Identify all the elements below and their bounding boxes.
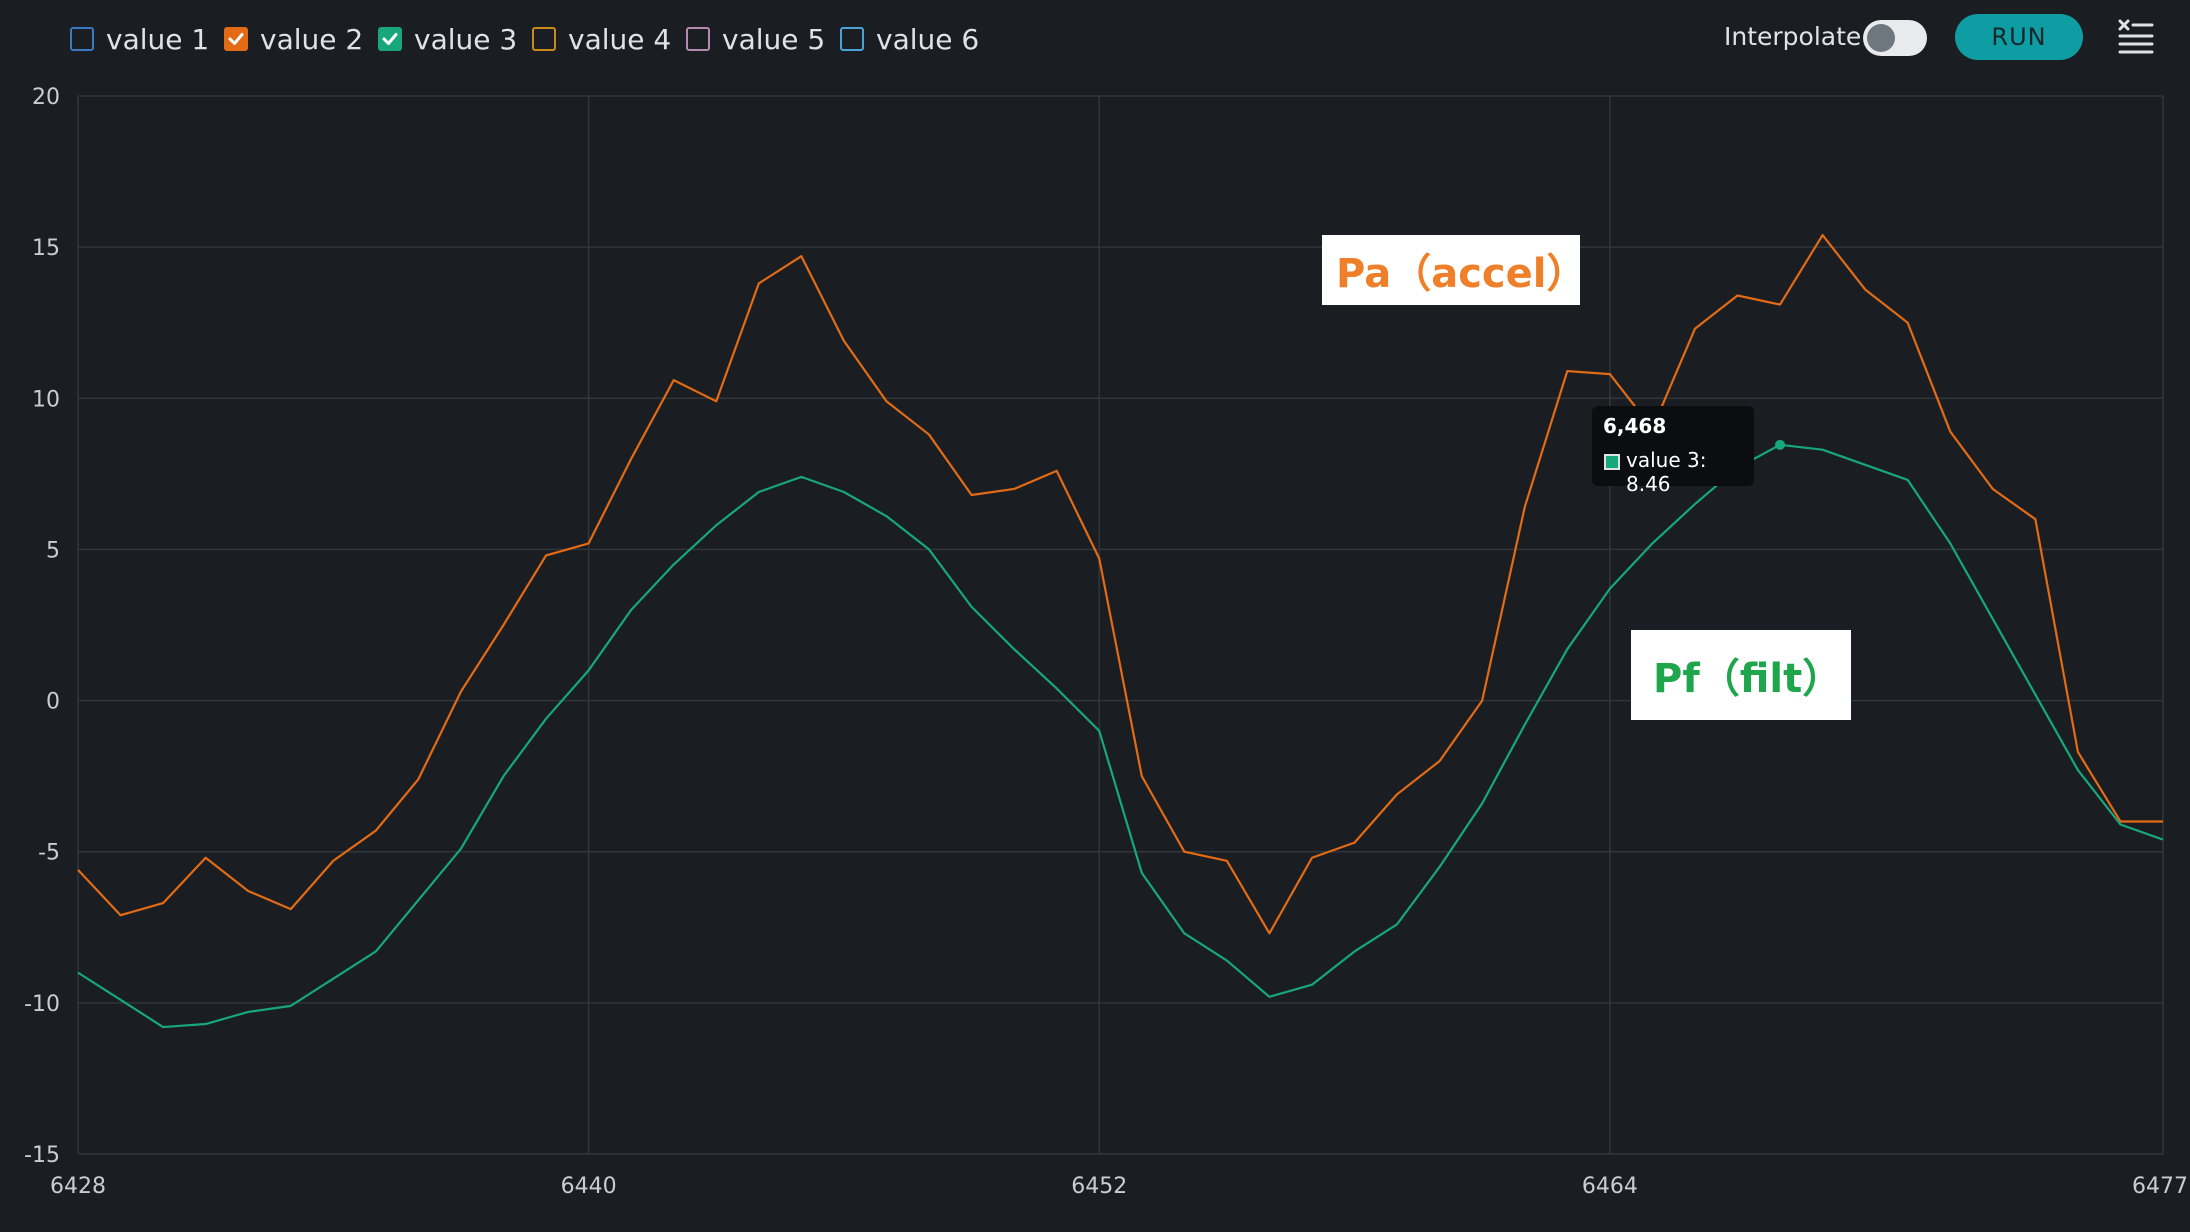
legend-label: value 6 bbox=[876, 22, 980, 56]
legend-label: value 3 bbox=[414, 22, 518, 56]
legend-label: value 1 bbox=[106, 22, 210, 56]
checkbox-icon[interactable] bbox=[378, 27, 402, 51]
chart-tooltip: 6,468 value 3: 8.46 bbox=[1592, 406, 1754, 496]
y-tick-label: -5 bbox=[38, 841, 60, 866]
legend-item-value-6[interactable]: value 6 bbox=[840, 20, 979, 58]
interpolate-label: Interpolate bbox=[1724, 22, 1862, 51]
legend-item-value-3[interactable]: value 3 bbox=[378, 20, 517, 58]
checkbox-icon[interactable] bbox=[686, 27, 710, 51]
y-tick-label: -15 bbox=[24, 1143, 60, 1168]
x-tick-label: 6428 bbox=[50, 1174, 106, 1199]
interpolate-toggle[interactable] bbox=[1863, 20, 1927, 56]
checkbox-icon[interactable] bbox=[70, 27, 94, 51]
x-tick-label: 6440 bbox=[561, 1174, 617, 1199]
checkbox-icon[interactable] bbox=[532, 27, 556, 51]
series-line-value-3 bbox=[77, 443, 2164, 1029]
y-tick-label: -10 bbox=[24, 992, 60, 1017]
clear-list-icon[interactable] bbox=[2118, 18, 2156, 56]
series-line-value-2 bbox=[77, 233, 2163, 935]
toggle-knob bbox=[1867, 24, 1895, 52]
annotation-pf: Pf（filt） bbox=[1631, 630, 1851, 720]
toolbar: value 1 value 2 value 3 value 4 value 5 … bbox=[0, 0, 2190, 78]
y-tick-label: 10 bbox=[32, 387, 60, 412]
x-tick-label: 6477 bbox=[2132, 1174, 2188, 1199]
run-button[interactable]: RUN bbox=[1955, 14, 2083, 60]
checkbox-icon[interactable] bbox=[224, 27, 248, 51]
annotation-pa: Pa（accel） bbox=[1322, 235, 1587, 305]
legend-item-value-2[interactable]: value 2 bbox=[224, 20, 363, 58]
y-tick-label: 0 bbox=[46, 690, 60, 715]
legend-label: value 2 bbox=[260, 22, 364, 56]
hover-point bbox=[1775, 439, 1786, 450]
legend-label: value 5 bbox=[722, 22, 826, 56]
y-tick-label: 5 bbox=[46, 538, 60, 563]
y-tick-label: 15 bbox=[32, 236, 60, 261]
tooltip-title: 6,468 bbox=[1603, 414, 1667, 438]
x-tick-label: 6452 bbox=[1071, 1174, 1127, 1199]
tooltip-label: value 3: 8.46 bbox=[1626, 448, 1707, 496]
legend-item-value-4[interactable]: value 4 bbox=[532, 20, 671, 58]
legend-item-value-5[interactable]: value 5 bbox=[686, 20, 825, 58]
y-tick-label: 20 bbox=[32, 85, 60, 110]
x-tick-label: 6464 bbox=[1582, 1174, 1638, 1199]
legend-item-value-1[interactable]: value 1 bbox=[70, 20, 209, 58]
tooltip-swatch bbox=[1604, 454, 1620, 470]
checkbox-icon[interactable] bbox=[840, 27, 864, 51]
legend-label: value 4 bbox=[568, 22, 672, 56]
